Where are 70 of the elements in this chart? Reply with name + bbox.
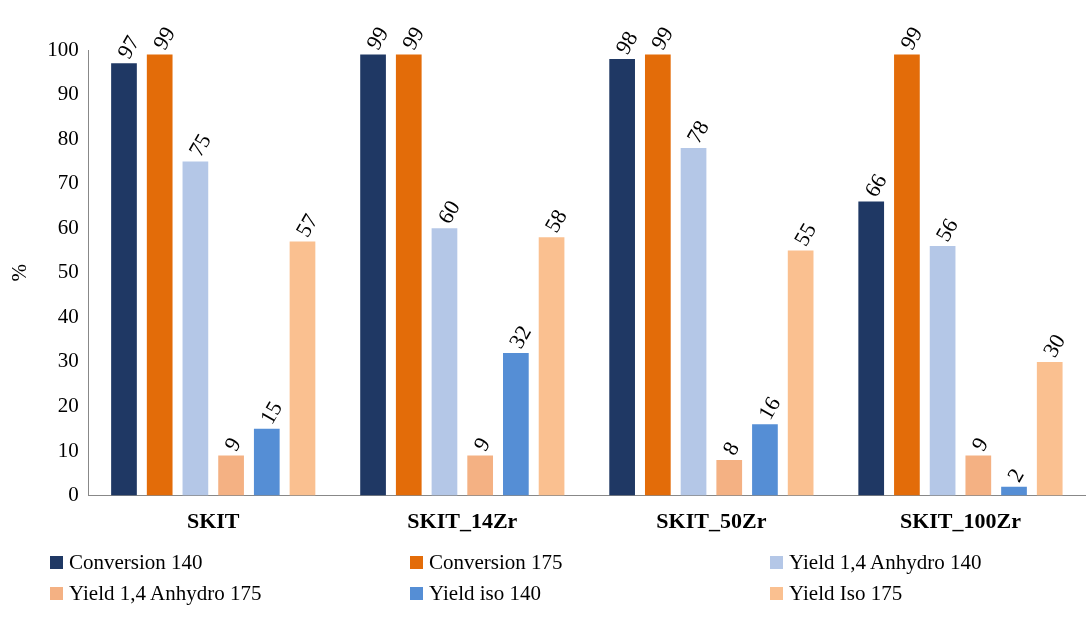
legend-label: Yield 1,4 Anhydro 140 [789, 550, 982, 575]
bar [716, 459, 743, 496]
data-label: 99 [360, 22, 394, 54]
y-tick-label: 80 [57, 125, 79, 150]
data-label: 60 [432, 196, 465, 228]
data-label: 98 [609, 26, 643, 59]
y-axis-title: % [7, 264, 32, 282]
bar [894, 54, 920, 496]
data-label: 56 [930, 213, 963, 246]
data-label: 15 [254, 396, 288, 429]
data-label: 8 [716, 437, 745, 460]
data-label: 32 [503, 320, 537, 353]
bar [289, 241, 316, 496]
data-label: 75 [183, 129, 216, 161]
bar [111, 63, 137, 496]
x-tick-label: SKIT_50Zr [656, 508, 767, 534]
data-label: 16 [752, 392, 786, 424]
data-label: 57 [290, 209, 323, 241]
bar [395, 54, 422, 496]
y-tick-label: 70 [57, 170, 79, 195]
data-label: 9 [966, 432, 994, 455]
bar [787, 250, 814, 496]
bar [858, 201, 885, 496]
bar [253, 428, 280, 496]
bar [218, 455, 244, 496]
data-label: 78 [681, 115, 714, 148]
y-tick-label: 100 [47, 36, 79, 61]
bar [146, 54, 173, 496]
bar [752, 424, 778, 496]
data-label: 99 [147, 22, 181, 54]
x-tick-label: SKIT_14Zr [407, 508, 518, 534]
data-label: 55 [788, 218, 821, 250]
bar [680, 148, 707, 496]
y-tick-label: 50 [57, 259, 79, 284]
bar [965, 455, 992, 496]
data-label: 99 [645, 22, 679, 54]
legend-label: Conversion 175 [429, 550, 563, 575]
bar [609, 58, 635, 496]
bar [1036, 361, 1063, 496]
data-label: 30 [1037, 329, 1071, 362]
y-tick-label: 90 [57, 81, 79, 106]
x-tick-label: SKIT_100Zr [899, 508, 1022, 534]
legend-label: Yield Iso 175 [789, 581, 903, 606]
y-tick-label: 20 [57, 393, 79, 417]
legend-label: Yield 1,4 Anhydro 175 [69, 581, 262, 606]
bar [1001, 486, 1027, 496]
legend-label: Conversion 140 [69, 550, 203, 575]
bar [644, 54, 671, 496]
bar [929, 246, 956, 496]
data-label: 58 [539, 205, 572, 237]
bar [360, 54, 386, 496]
data-label: 99 [396, 22, 430, 54]
x-tick-label: SKIT [186, 508, 240, 534]
data-label: 9 [467, 432, 495, 455]
data-label: 2 [1001, 464, 1029, 487]
data-label: 66 [858, 169, 892, 201]
data-label: 9 [218, 432, 246, 455]
bar [538, 237, 565, 496]
bar [182, 161, 209, 496]
data-label: 97 [111, 31, 145, 63]
data-label: 99 [894, 22, 928, 54]
y-tick-label: 40 [57, 303, 79, 328]
bar [431, 228, 458, 496]
bar [467, 455, 494, 496]
bar [503, 353, 529, 496]
y-tick-label: 10 [57, 437, 79, 462]
y-tick-label: 60 [57, 214, 79, 239]
y-tick-label: 30 [57, 348, 79, 373]
legend-label: Yield iso 140 [429, 581, 542, 606]
y-tick-label: 0 [68, 482, 79, 507]
